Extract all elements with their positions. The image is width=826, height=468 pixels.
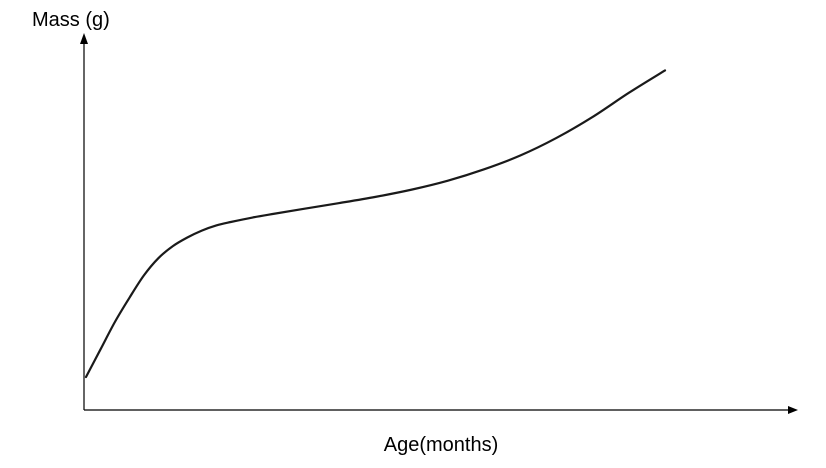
y-axis (80, 33, 88, 410)
series-line-0 (84, 69, 667, 379)
series-layer (84, 69, 667, 379)
x-axis (84, 406, 798, 414)
x-axis-label: Age(months) (384, 434, 499, 456)
y-axis-arrowhead (80, 33, 88, 44)
x-axis-arrowhead (788, 406, 798, 414)
y-axis-label: Mass (g) (32, 9, 110, 31)
